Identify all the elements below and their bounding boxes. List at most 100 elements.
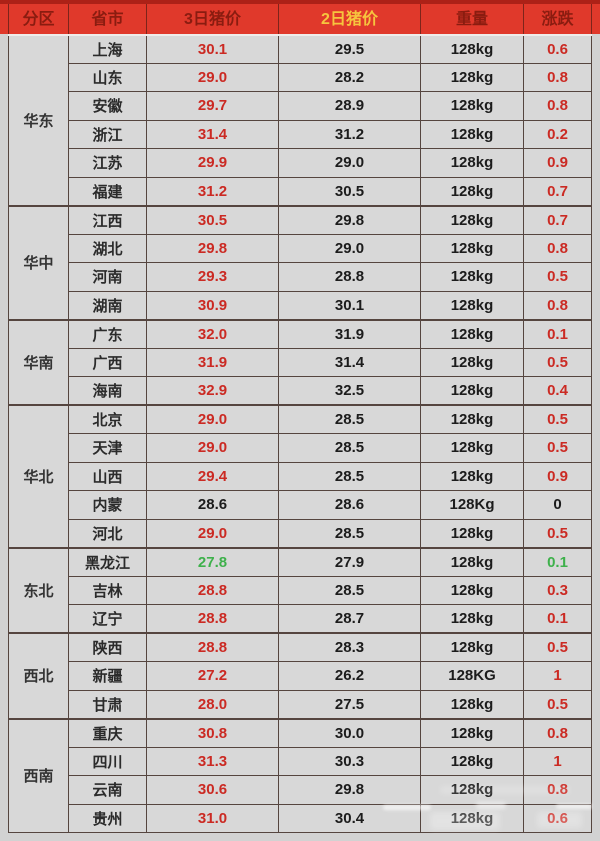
table-body: 华东 上海 30.1 29.5 128kg 0.6 山东 29.0 28.2 128kg 0.8 安徽… [8, 33, 592, 833]
province-cell: 新疆 [68, 661, 147, 691]
table-row: 山西 29.4 28.5 128kg 0.9 [9, 461, 592, 491]
table-row: 新疆 27.2 26.2 128KG 1 [9, 661, 592, 691]
table-row: 辽宁 28.8 28.7 128kg 0.1 [9, 604, 592, 634]
table-row: 福建 31.2 30.5 128kg 0.7 [9, 176, 592, 206]
province-cell: 云南 [68, 775, 147, 805]
weight-cell: 128kg [420, 91, 524, 121]
weight-cell: 128kg [420, 233, 524, 263]
province-cell: 广东 [68, 318, 147, 349]
day2-price-cell: 31.9 [278, 318, 421, 349]
column-header-1: 省市 [68, 0, 147, 36]
table-row: 湖北 29.8 29.0 128kg 0.8 [9, 233, 592, 263]
day2-price-cell: 28.2 [278, 62, 421, 92]
day2-price-cell: 30.0 [278, 717, 421, 748]
day3-price-cell: 32.9 [146, 376, 279, 406]
change-cell: 0 [523, 490, 592, 520]
province-cell: 湖北 [68, 233, 147, 263]
table-row: 华南 广东 32.0 31.9 128kg 0.1 [8, 318, 592, 406]
day3-price-cell: 32.0 [146, 318, 279, 349]
weight-cell: 128kg [420, 176, 524, 206]
change-cell: 0.9 [523, 461, 592, 491]
change-cell: 1 [523, 661, 592, 691]
pig-price-table: 分区 省市 3日猪价 2日猪价 重量 涨跌 华东 上海 30.1 29.5 128kg 0.6 山东 2… [8, 0, 592, 833]
weight-cell: 128kg [420, 803, 524, 833]
table-row: 华东 上海 30.1 29.5 128kg 0.6 [8, 33, 592, 206]
top-red-strip [0, 0, 600, 4]
weight-cell: 128kg [420, 546, 524, 577]
province-cell: 黑龙江 [68, 546, 147, 577]
province-cell: 安徽 [68, 91, 147, 121]
table-row: 云南 30.6 29.8 128kg 0.8 [9, 775, 592, 805]
province-cell: 湖南 [68, 290, 147, 320]
table-row: 安徽 29.7 28.9 128kg 0.8 [9, 91, 592, 121]
day2-price-cell: 30.4 [278, 803, 421, 833]
weight-cell: 128kg [420, 746, 524, 776]
province-cell: 江苏 [68, 148, 147, 178]
region-cell: 华南 [8, 318, 69, 406]
region-cell: 华中 [8, 204, 69, 320]
column-header-2: 3日猪价 [146, 0, 279, 36]
weight-cell: 128kg [420, 318, 524, 349]
table-row: 天津 29.0 28.5 128kg 0.5 [9, 433, 592, 463]
province-cell: 甘肃 [68, 689, 147, 719]
table-row: 山东 29.0 28.2 128kg 0.8 [9, 62, 592, 92]
weight-cell: 128kg [420, 632, 524, 662]
column-header-5: 涨跌 [523, 0, 592, 36]
weight-cell: 128KG [420, 661, 524, 691]
change-cell: 0.7 [523, 204, 592, 235]
table-row: 广西 31.9 31.4 128kg 0.5 [9, 347, 592, 377]
change-cell: 0.8 [523, 290, 592, 320]
change-cell: 0.8 [523, 775, 592, 805]
day3-price-cell: 28.6 [146, 490, 279, 520]
table-row: 华北 北京 29.0 28.5 128kg 0.5 [8, 404, 592, 548]
day3-price-cell: 31.9 [146, 347, 279, 377]
day2-price-cell: 32.5 [278, 376, 421, 406]
weight-cell: 128kg [420, 33, 524, 64]
province-cell: 江西 [68, 204, 147, 235]
region-cell: 东北 [8, 546, 69, 634]
day2-price-cell: 29.0 [278, 233, 421, 263]
day2-price-cell: 28.5 [278, 404, 421, 434]
change-cell: 0.2 [523, 119, 592, 149]
table-row: 四川 31.3 30.3 128kg 1 [9, 746, 592, 776]
province-cell: 吉林 [68, 575, 147, 605]
day3-price-cell: 31.3 [146, 746, 279, 776]
day3-price-cell: 28.8 [146, 575, 279, 605]
weight-cell: 128kg [420, 119, 524, 149]
change-cell: 1 [523, 746, 592, 776]
day2-price-cell: 29.8 [278, 775, 421, 805]
weight-cell: 128kg [420, 376, 524, 406]
weight-cell: 128kg [420, 717, 524, 748]
table-row: 西南 重庆 30.8 30.0 128kg 0.8 [8, 717, 592, 833]
change-cell: 0.3 [523, 575, 592, 605]
day2-price-cell: 28.5 [278, 433, 421, 463]
day2-price-cell: 28.5 [278, 575, 421, 605]
table-row: 西北 陕西 28.8 28.3 128kg 0.5 [8, 632, 592, 719]
province-cell: 山西 [68, 461, 147, 491]
region-cell: 华东 [8, 33, 69, 206]
change-cell: 0.7 [523, 176, 592, 206]
table-row: 湖南 30.9 30.1 128kg 0.8 [9, 290, 592, 320]
weight-cell: 128kg [420, 62, 524, 92]
change-cell: 0.8 [523, 91, 592, 121]
change-cell: 0.8 [523, 62, 592, 92]
day3-price-cell: 30.9 [146, 290, 279, 320]
table-row: 东北 黑龙江 27.8 27.9 128kg 0.1 [8, 546, 592, 634]
province-cell: 山东 [68, 62, 147, 92]
change-cell: 0.5 [523, 518, 592, 548]
weight-cell: 128kg [420, 262, 524, 292]
day2-price-cell: 28.6 [278, 490, 421, 520]
province-cell: 福建 [68, 176, 147, 206]
region-cell: 西南 [8, 717, 69, 833]
table-row: 贵州 31.0 30.4 128kg 0.6 [9, 803, 592, 833]
day2-price-cell: 27.5 [278, 689, 421, 719]
weight-cell: 128kg [420, 404, 524, 434]
day2-price-cell: 28.7 [278, 604, 421, 634]
day3-price-cell: 28.0 [146, 689, 279, 719]
day3-price-cell: 28.8 [146, 632, 279, 662]
day2-price-cell: 31.4 [278, 347, 421, 377]
day3-price-cell: 29.0 [146, 518, 279, 548]
day3-price-cell: 29.7 [146, 91, 279, 121]
region-cell: 西北 [8, 632, 69, 719]
